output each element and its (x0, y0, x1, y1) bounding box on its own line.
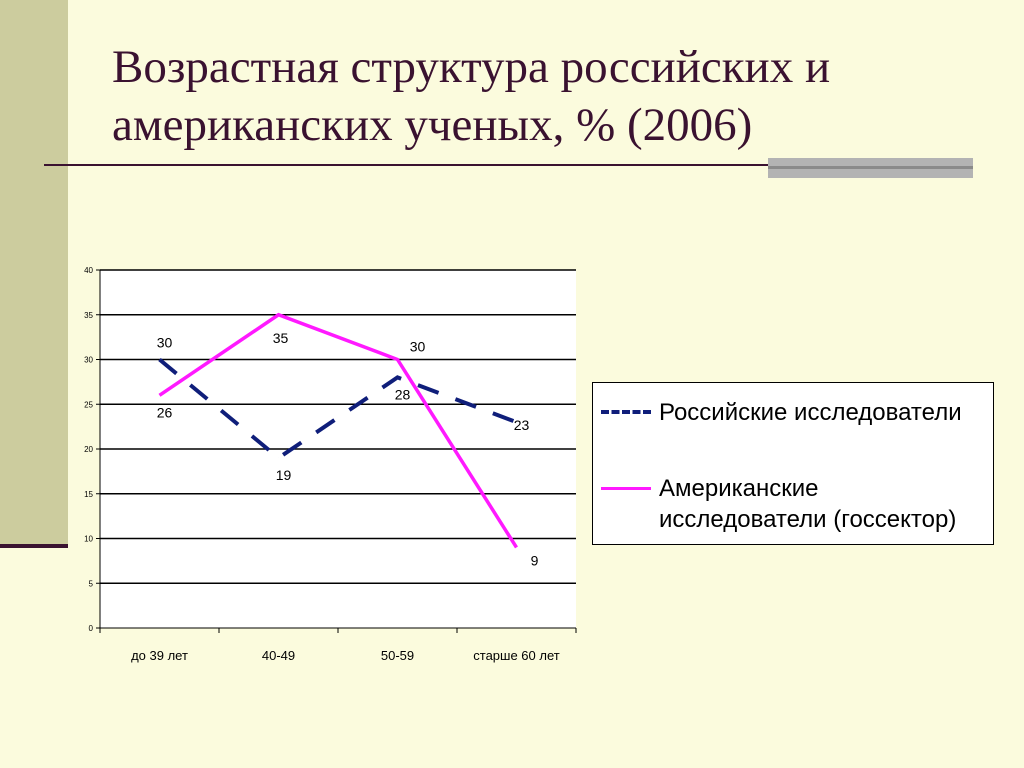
data-label: 23 (514, 417, 530, 433)
data-label: 30 (157, 335, 173, 351)
data-label: 19 (276, 467, 292, 483)
y-tick-label: 25 (84, 400, 93, 409)
side-bar-divider (0, 544, 68, 548)
data-label: 30 (410, 339, 426, 355)
legend-label-russian: Российские исследователи (659, 399, 962, 426)
x-tick-label: 40-49 (262, 648, 295, 663)
legend-item-russian: Российские исследователи (601, 397, 962, 428)
legend-item-american: Американские исследователи (госсектор) (601, 473, 989, 535)
y-tick-label: 35 (84, 311, 93, 320)
y-tick-label: 30 (84, 356, 93, 365)
y-tick-label: 0 (89, 624, 94, 633)
title-underline (44, 164, 972, 166)
y-tick-label: 20 (84, 445, 93, 454)
legend-label-american: Американские исследователи (госсектор) (659, 475, 957, 533)
x-tick-label: 50-59 (381, 648, 414, 663)
title-accent-line (768, 166, 973, 169)
series-line-1 (158, 312, 518, 549)
solid-line-icon (601, 487, 651, 490)
y-tick-label: 10 (84, 535, 93, 544)
y-tick-label: 40 (84, 266, 93, 275)
x-tick-label: старше 60 лет (473, 648, 559, 663)
y-tick-label: 5 (89, 579, 94, 588)
dashed-line-icon (601, 410, 651, 414)
data-label: 26 (157, 404, 173, 420)
series-line-0 (158, 357, 518, 461)
y-tick-label: 15 (84, 490, 93, 499)
slide-title: Возрастная структура российских и америк… (112, 41, 831, 151)
data-label: 9 (531, 552, 539, 568)
data-label: 35 (273, 330, 289, 346)
data-label: 28 (395, 386, 411, 402)
chart-legend: Российские исследователи Американские ис… (592, 382, 994, 545)
x-tick-label: до 39 лет (131, 648, 188, 663)
side-bar (0, 0, 68, 546)
